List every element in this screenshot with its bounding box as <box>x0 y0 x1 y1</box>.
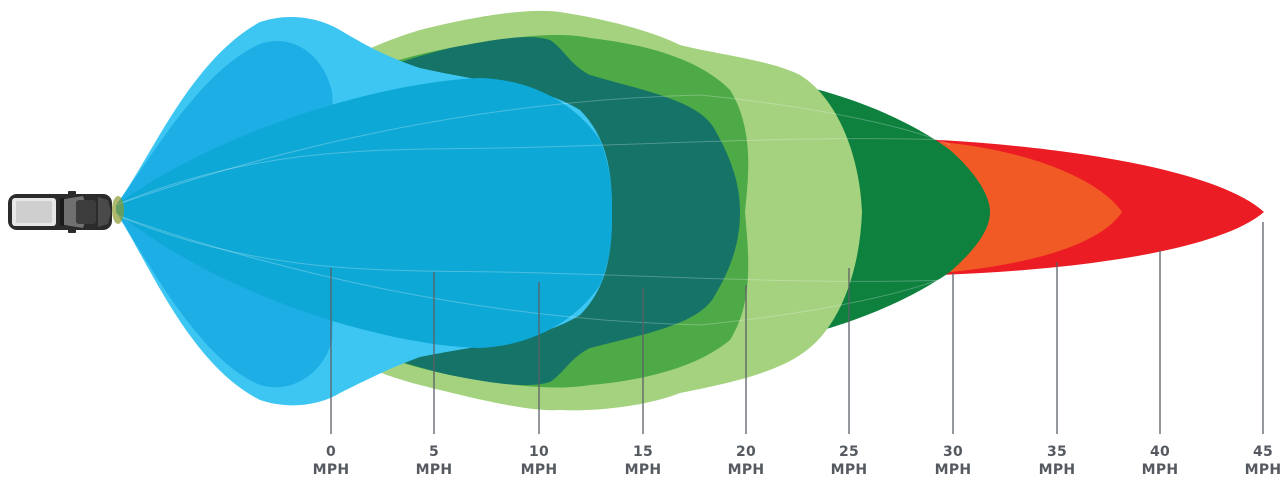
speed-axis: 0 MPH 5 MPH 10 MPH 15 MPH 20 MPH 25 MPH 30 MPH 35 MPH 40… <box>313 222 1282 478</box>
beam-lines <box>115 94 951 326</box>
tick-value-35: 35 <box>1047 444 1067 460</box>
tick-value-0: 0 <box>326 444 336 460</box>
tick-value-40: 40 <box>1150 444 1170 460</box>
tick-unit-5: MPH <box>416 462 453 478</box>
tick-value-15: 15 <box>633 444 653 460</box>
tick-unit-25: MPH <box>831 462 868 478</box>
tick-unit-40: MPH <box>1142 462 1179 478</box>
tick-unit-20: MPH <box>728 462 765 478</box>
tick-unit-30: MPH <box>935 462 972 478</box>
tick-unit-0: MPH <box>313 462 350 478</box>
zone-core <box>116 78 612 348</box>
tick-unit-10: MPH <box>521 462 558 478</box>
tick-value-5: 5 <box>429 444 439 460</box>
tick-value-30: 30 <box>943 444 963 460</box>
tick-unit-15: MPH <box>625 462 662 478</box>
tick-value-10: 10 <box>529 444 549 460</box>
car-icon <box>8 191 112 233</box>
tick-unit-45: MPH <box>1245 462 1282 478</box>
tick-value-45: 45 <box>1253 444 1273 460</box>
tick-value-25: 25 <box>839 444 859 460</box>
tick-unit-35: MPH <box>1039 462 1076 478</box>
tick-value-20: 20 <box>736 444 756 460</box>
headlight-glow <box>112 196 124 224</box>
